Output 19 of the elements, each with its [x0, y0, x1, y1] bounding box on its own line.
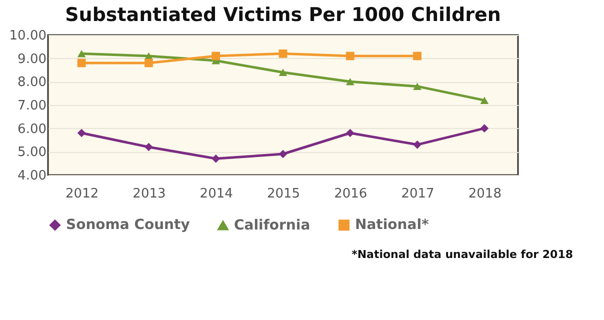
y-tick-label: 4.00	[18, 168, 46, 184]
y-tick-label: 10.00	[9, 28, 46, 44]
x-tick-label: 2014	[200, 186, 233, 202]
y-tick-label: 9.00	[18, 52, 46, 67]
chart-title: Substantiated Victims Per 1000 Children	[65, 4, 501, 26]
legend-label: National*	[355, 217, 430, 234]
x-tick-label: 2016	[334, 186, 368, 202]
y-tick-label: 5.00	[18, 145, 46, 160]
x-tick-label: 2013	[132, 186, 166, 202]
y-tick-label: 6.00	[18, 122, 46, 137]
legend-label: Sonoma County	[66, 217, 190, 234]
text: *National data unavailable for 2018	[352, 248, 573, 261]
y-tick-label: 7.00	[18, 98, 46, 114]
y-tick-label: 8.00	[18, 75, 46, 90]
legend-label: California	[234, 217, 310, 234]
x-tick-label: 2017	[401, 186, 434, 202]
x-tick-label: 2012	[66, 186, 99, 202]
x-tick-label: 2018	[468, 186, 502, 202]
x-tick-label: 2015	[266, 186, 300, 202]
